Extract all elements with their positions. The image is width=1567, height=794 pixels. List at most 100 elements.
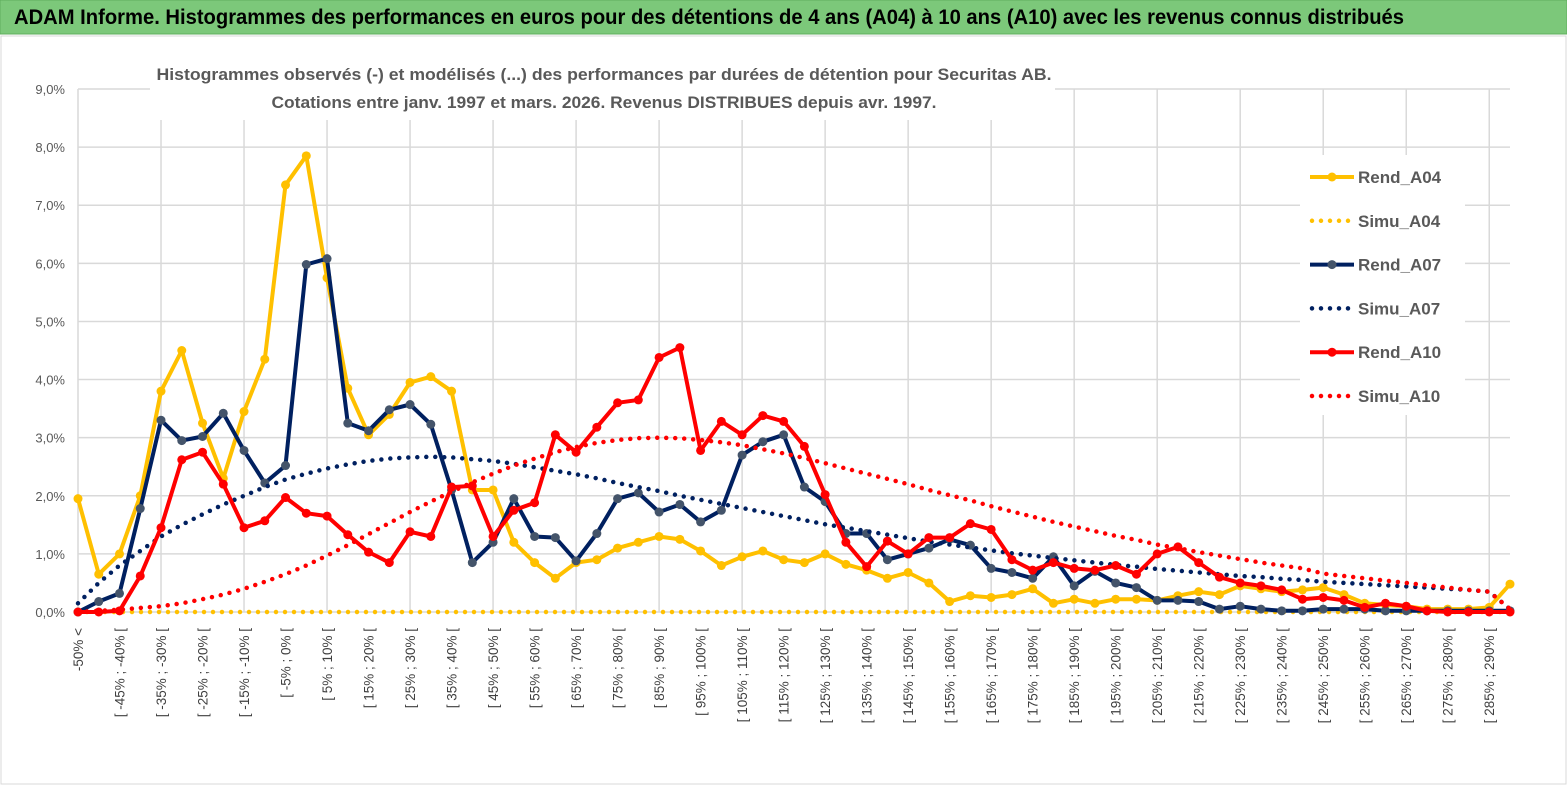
legend-item-simu-a07: Simu_A07 [1309,299,1440,318]
data-point [1131,594,1141,604]
data-point [737,430,747,440]
data-point [530,498,540,508]
data-point [343,530,353,540]
data-point [986,592,996,602]
data-point [1235,578,1245,588]
data-point [1152,549,1162,559]
data-point [1028,573,1038,583]
data-point [1339,595,1349,605]
legend-item-simu-a10: Simu_A10 [1309,387,1440,406]
data-point [903,567,913,577]
data-point [799,482,809,492]
data-point [716,561,726,571]
series-line [76,153,1512,612]
data-point [343,418,353,428]
data-point [447,482,457,492]
data-point [882,555,892,565]
y-tick-label: 2,0% [35,489,65,504]
data-point [1443,607,1453,617]
data-point [177,455,187,465]
data-point [364,426,374,436]
data-point [1235,601,1245,611]
y-axis: 0,0% 1,0% 2,0% 3,0% 4,0% 5,0% 6,0% 7,0% 8,0% 9,0% [35,82,65,620]
data-point [882,573,892,583]
data-point [426,372,436,382]
x-tick-label: [ -15% ; -10% [ [237,628,252,718]
data-point [488,485,498,495]
x-tick-label: [ -5% ; 0% [ [279,628,294,698]
x-tick-label: [ 125% ; 130% [ [818,628,833,724]
x-tick-label: [ 55% ; 60% [ [528,628,543,709]
y-tick-label: 1,0% [35,547,65,562]
data-point [1007,567,1017,577]
data-point [1028,565,1038,575]
data-point [1090,598,1100,608]
data-point [550,533,560,543]
series-simu-a07 [75,454,1513,612]
x-tick-label: [ 5% ; 10% [ [320,628,335,701]
data-point [1131,583,1141,593]
x-tick-label: [ 135% ; 140% [ [860,628,875,724]
data-point [488,531,498,541]
data-point [364,547,374,557]
data-point [115,588,125,598]
x-tick-label: [ 225% ; 230% [ [1233,628,1248,724]
data-point [965,591,975,601]
legend-item-rend-a07: Rend_A07 [1310,256,1441,275]
data-point [841,537,851,547]
data-point [218,408,228,418]
data-point [779,555,789,565]
data-point [758,411,768,421]
data-point [550,573,560,583]
data-point [1214,572,1224,582]
data-point [281,180,291,190]
x-tick-label: [ -35% ; -30% [ [154,628,169,718]
data-point [1484,607,1494,617]
data-point [1007,555,1017,565]
data-point [1111,594,1121,604]
legend-label: Rend_A07 [1358,256,1441,275]
data-point [301,151,311,161]
data-point [592,555,602,565]
x-tick-label: [ 195% ; 200% [ [1109,628,1124,724]
data-point [301,259,311,269]
x-tick-label: [ 85% ; 90% [ [652,628,667,709]
data-point [1318,592,1328,602]
data-point [613,543,623,553]
data-point [1297,594,1307,604]
x-tick-label: [ 145% ; 150% [ [901,628,916,724]
legend-marker-icon [1327,172,1337,182]
legend-marker-icon [1327,260,1337,270]
data-point [1194,597,1204,607]
data-point [965,519,975,529]
data-point [1256,581,1266,591]
x-tick-label: [ 35% ; 40% [ [445,628,460,709]
data-point [322,254,332,264]
x-tick-label: [ 215% ; 220% [ [1192,628,1207,724]
data-point [986,563,996,573]
x-tick-label: [ 95% ; 100% [ [694,628,709,716]
data-point [156,386,166,396]
data-point [239,445,249,455]
data-point [1318,583,1328,593]
data-point [1339,604,1349,614]
data-point [716,505,726,515]
data-point [654,507,664,517]
data-point [1401,601,1411,611]
data-point [924,533,934,543]
data-point [426,531,436,541]
data-point [467,558,477,568]
data-point [882,536,892,546]
chart-title: Histogrammes observés (-) et modélisés (… [150,58,1055,120]
data-point [1297,606,1307,616]
data-point [986,524,996,534]
legend-label: Rend_A04 [1358,168,1442,187]
y-tick-label: 5,0% [35,314,65,329]
data-point [1380,598,1390,608]
data-point [405,527,415,537]
data-point [696,517,706,527]
x-tick-label: [ 285% ; 290% [ [1482,628,1497,724]
data-point [467,481,477,491]
data-point [405,377,415,387]
